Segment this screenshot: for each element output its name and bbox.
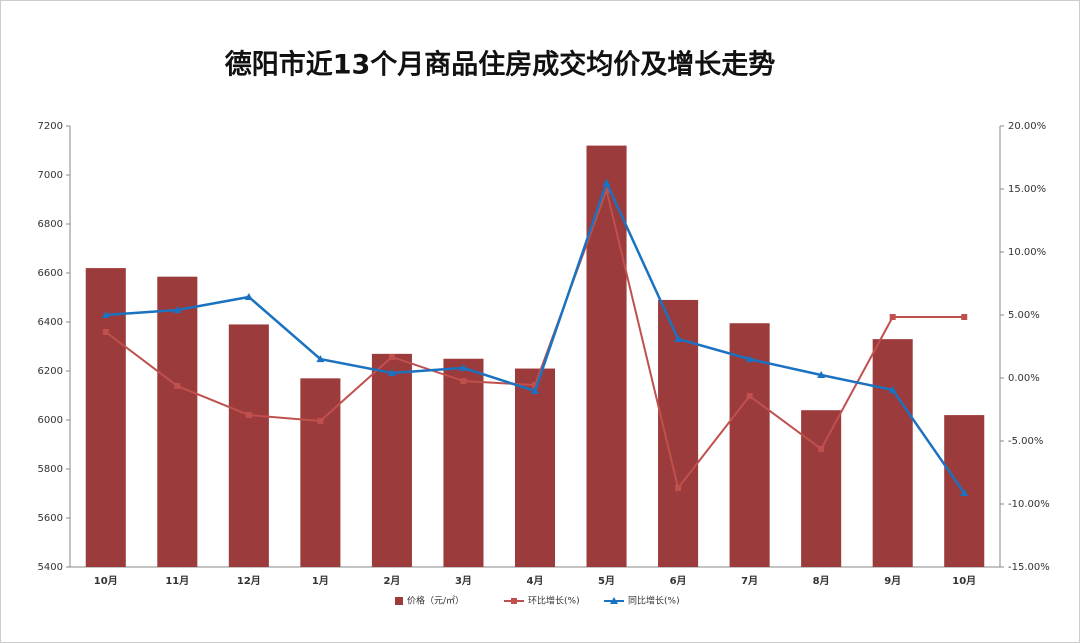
y-tick-label: 6000 bbox=[38, 415, 63, 426]
y2-tick-label: -15.00% bbox=[1008, 562, 1050, 573]
marker bbox=[316, 355, 325, 363]
x-tick-label: 6月 bbox=[670, 575, 687, 587]
bar bbox=[157, 276, 198, 567]
y2-tick-label: 15.00% bbox=[1008, 184, 1046, 195]
marker bbox=[388, 353, 395, 360]
legend-marker bbox=[610, 597, 618, 604]
x-tick-label: 2月 bbox=[383, 575, 400, 587]
marker bbox=[459, 363, 468, 371]
x-tick-label: 10月 bbox=[952, 575, 976, 587]
marker bbox=[102, 329, 109, 336]
y2-tick-label: 5.00% bbox=[1008, 310, 1040, 321]
chart-title: 德阳市近13个月商品住房成交均价及增长走势 bbox=[225, 49, 776, 81]
y2-tick-label: -10.00% bbox=[1008, 499, 1050, 510]
marker bbox=[961, 314, 968, 321]
bar bbox=[300, 378, 341, 567]
y2-tick-label: 0.00% bbox=[1008, 373, 1040, 384]
marker bbox=[174, 382, 181, 389]
marker bbox=[317, 417, 324, 424]
y-tick-label: 7000 bbox=[38, 170, 63, 181]
y-tick-label: 5400 bbox=[38, 562, 63, 573]
marker bbox=[101, 311, 110, 318]
y-tick-label: 7200 bbox=[38, 121, 63, 132]
bar bbox=[586, 145, 627, 567]
x-tick-label: 8月 bbox=[813, 575, 830, 587]
marker bbox=[675, 484, 682, 491]
x-tick-label: 12月 bbox=[237, 575, 261, 587]
legend-swatch bbox=[395, 597, 403, 605]
marker bbox=[888, 385, 897, 393]
bar bbox=[371, 353, 412, 567]
y2-tick-label: -5.00% bbox=[1008, 436, 1043, 447]
marker bbox=[674, 334, 683, 342]
y-tick-label: 6200 bbox=[38, 366, 63, 377]
marker bbox=[889, 314, 896, 321]
y2-tick-label: 20.00% bbox=[1008, 121, 1046, 132]
x-tick-label: 9月 bbox=[884, 575, 901, 587]
x-tick-label: 5月 bbox=[598, 575, 615, 587]
y-tick-label: 6400 bbox=[38, 317, 63, 328]
x-tick-label: 4月 bbox=[527, 575, 544, 587]
bar bbox=[801, 410, 842, 567]
y2-tick-label: 10.00% bbox=[1008, 247, 1046, 258]
marker bbox=[960, 489, 969, 497]
marker bbox=[818, 445, 825, 452]
marker bbox=[745, 355, 754, 363]
marker bbox=[460, 378, 467, 385]
y-tick-label: 5600 bbox=[38, 513, 63, 524]
x-tick-label: 7月 bbox=[741, 575, 758, 587]
bar bbox=[729, 323, 770, 567]
x-tick-label: 1月 bbox=[312, 575, 329, 587]
legend-label: 同比增长(%) bbox=[628, 595, 680, 607]
marker bbox=[817, 370, 826, 378]
marker bbox=[387, 368, 396, 376]
legend-label: 环比增长(%) bbox=[528, 595, 580, 607]
x-tick-label: 11月 bbox=[165, 575, 189, 587]
marker bbox=[603, 187, 610, 194]
bar bbox=[872, 339, 913, 567]
bar bbox=[443, 358, 484, 567]
x-tick-label: 10月 bbox=[94, 575, 118, 587]
marker bbox=[531, 386, 539, 394]
marker bbox=[602, 178, 611, 186]
bar bbox=[228, 324, 269, 567]
y-tick-label: 6800 bbox=[38, 219, 63, 230]
marker bbox=[532, 382, 538, 389]
x-tick-label: 3月 bbox=[455, 575, 472, 587]
marker bbox=[244, 292, 253, 300]
legend-marker bbox=[511, 598, 517, 604]
bar bbox=[514, 368, 556, 567]
marker bbox=[245, 412, 252, 419]
y-tick-label: 5800 bbox=[38, 464, 63, 475]
marker bbox=[746, 393, 753, 400]
y-tick-label: 6600 bbox=[38, 268, 63, 279]
marker bbox=[173, 305, 182, 313]
legend-label: 价格（元/㎡） bbox=[407, 595, 464, 607]
